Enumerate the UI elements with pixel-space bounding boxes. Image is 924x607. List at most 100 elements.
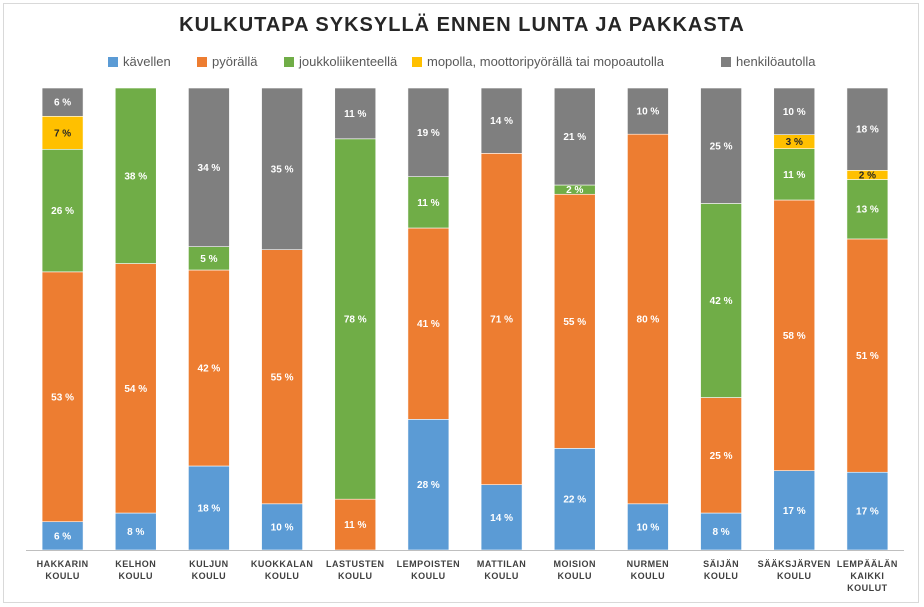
data-label: 71 % [490,315,513,326]
legend-swatch [197,57,207,67]
category-label: KOULU [265,571,300,581]
bar-segment [773,199,816,471]
data-label: 80 % [637,315,660,326]
data-label: 54 % [124,384,147,395]
data-label: 14 % [490,513,513,524]
category-label: KOULU [484,571,519,581]
bar-segment [627,133,669,505]
data-label: 10 % [637,107,660,118]
category-label: SÄÄKSJÄRVEN [758,559,831,569]
data-label: 38 % [124,171,147,182]
chart-title: KULKUTAPA SYKSYLLÄ ENNEN LUNTA JA PAKKAS… [179,14,745,36]
category-label: KOULU [192,571,227,581]
data-label: 5 % [200,254,217,265]
bar-segment [846,87,889,171]
legend-item: henkilöautolla [721,54,816,70]
data-label: 17 % [856,507,879,518]
data-label: 11 % [417,198,439,209]
data-label: 11 % [344,109,366,120]
category-label: NURMEN [627,559,670,569]
bar-segment [41,115,84,150]
data-label: 8 % [712,527,729,538]
data-label: 11 % [344,520,366,531]
bar-segment [773,148,816,201]
bar-segment [627,87,669,135]
data-label: 10 % [637,522,660,533]
bar-segment [480,484,523,551]
data-label: 2 % [859,170,876,181]
legend-item: joukkoliikenteellä [284,54,397,70]
data-label: 18 % [198,504,221,515]
data-label: 42 % [710,296,733,307]
category-label: KOULU [338,571,373,581]
legend-item: mopolla, moottoripyörällä tai mopoautoll… [412,54,664,70]
category-label: KOULU [777,571,812,581]
category-label: KOULU [45,571,80,581]
category-label: KOULUT [847,583,888,593]
bar-segment [188,87,230,247]
category-label: KUOKKALAN [251,559,314,569]
bar-segment [846,238,889,473]
category-label: LEMPOISTEN [397,559,461,569]
legend-swatch [108,57,118,67]
bar-segment [553,87,596,186]
bar-segment [407,227,450,420]
bar-segment [700,87,742,204]
chart-legend: kävellen pyörällä joukkoliikenteellä mopoll… [0,54,924,70]
data-label: 7 % [54,128,71,139]
category-label: KULJUN [189,559,229,569]
data-label: 28 % [417,480,440,491]
data-label: 21 % [563,132,586,143]
bar-segment [846,179,889,240]
data-label: 26 % [51,206,74,217]
bar-segment [261,87,303,250]
category-label: KOULU [631,571,666,581]
bar-segment [114,87,157,264]
legend-label: pyörällä [212,54,258,69]
bar-segment [700,512,742,551]
legend-swatch [412,57,422,67]
bar-segment [188,465,230,551]
category-label: SÄIJÄN [703,559,739,569]
data-label: 13 % [856,205,879,216]
bar-segment [773,87,816,135]
bar-segment [261,249,303,505]
bar-segment [846,471,889,551]
category-label: HAKKARIN [37,559,89,569]
category-label: KAIKKI [850,571,884,581]
bar-segment [407,87,450,177]
category-label: KELHON [115,559,156,569]
legend-label: kävellen [123,54,171,69]
data-label: 14 % [490,116,513,127]
category-label: MOISION [553,559,596,569]
data-label: 34 % [198,163,221,174]
category-label: LEMPÄÄLÄN [837,559,898,569]
bar-segment [480,153,523,485]
data-label: 41 % [417,319,440,330]
legend-swatch [284,57,294,67]
category-label: KOULU [411,571,446,581]
bar-segment [334,138,377,500]
bar-segment [480,87,523,154]
data-label: 2 % [566,185,583,196]
bar-segment [41,87,84,117]
data-label: 42 % [198,364,221,375]
category-label: KOULU [119,571,154,581]
legend-item: pyörällä [197,54,258,70]
data-label: 25 % [710,451,733,462]
category-label: LASTUSTEN [326,559,385,569]
bar-segment [261,503,303,551]
data-label: 58 % [783,331,806,342]
data-label: 51 % [856,351,879,362]
data-label: 53 % [51,392,74,403]
data-label: 25 % [710,141,733,152]
data-label: 6 % [54,98,71,109]
category-label: KOULU [558,571,593,581]
bar-segment [700,397,742,514]
data-label: 11 % [783,170,805,181]
bar-segment [114,512,157,551]
legend-swatch [721,57,731,67]
legend-label: mopolla, moottoripyörällä tai mopoautoll… [427,54,665,69]
data-label: 10 % [271,522,294,533]
